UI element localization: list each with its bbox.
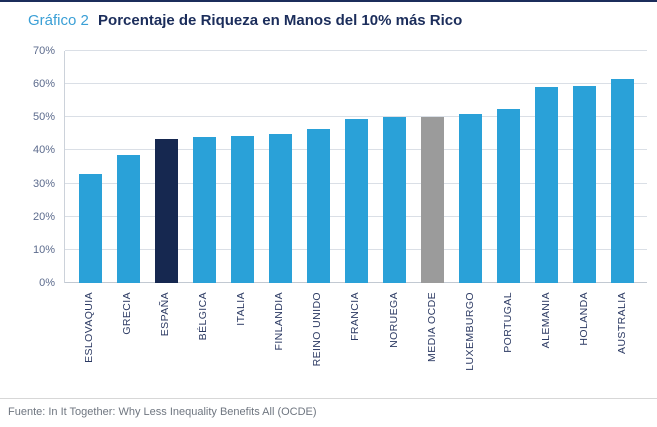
y-tick-label: 30% (32, 177, 55, 190)
x-label-portugal: PORTUGAL (501, 292, 514, 353)
y-tick-label: 10% (32, 243, 55, 256)
x-labels: ESLOVAQUIA GRECIA ESPAÑA BÉLGICA ITALIA FINLA… (64, 283, 647, 383)
x-label-finlandia: FINLANDIA (273, 292, 286, 351)
x-label-slot: FRANCIA (336, 283, 374, 341)
bar-espana (154, 138, 178, 283)
bar-slot (451, 51, 489, 283)
x-label-holanda: HOLANDA (577, 292, 590, 346)
chart-header: Gráfico 2 Porcentaje de Riqueza en Manos… (0, 0, 657, 29)
gridline (65, 83, 647, 85)
source-text: Fuente: In It Together: Why Less Inequal… (8, 406, 317, 418)
x-label-media-ocde: MEDIA OCDE (425, 292, 438, 362)
x-label-espana: ESPAÑA (159, 292, 172, 337)
bars-row (65, 51, 647, 283)
y-tick-label: 70% (32, 45, 55, 57)
x-label-noruega: NORUEGA (387, 292, 400, 348)
bar-slot (603, 51, 641, 283)
bar-slot (489, 51, 527, 283)
bar-slot (337, 51, 375, 283)
gridline (65, 116, 647, 118)
bar-slot (299, 51, 337, 283)
x-label-slot: ITALIA (222, 283, 260, 326)
bar-slot (375, 51, 413, 283)
x-label-slot: ESPAÑA (146, 283, 184, 336)
bar-slot (147, 51, 185, 283)
bar-noruega (382, 117, 406, 283)
bar-reino-unido (306, 128, 330, 283)
bar-francia (344, 118, 368, 283)
x-label-slot: BÉLGICA (184, 283, 222, 340)
x-label-slot: MEDIA OCDE (413, 283, 451, 362)
bar-slot (223, 51, 261, 283)
bar-italia (230, 135, 254, 283)
bar-chart: 0% 10% 20% 30% 40% 50% 60% 70% ESLOVAQUIA GRECIA… (18, 45, 647, 383)
bar-slot (565, 51, 603, 283)
chart-title: Porcentaje de Riqueza en Manos del 10% m… (98, 12, 463, 29)
bar-finlandia (268, 133, 292, 283)
bar-portugal (496, 109, 520, 283)
x-label-reino-unido: REINO UNIDO (311, 292, 324, 367)
bar-luxemburgo (458, 113, 482, 283)
x-label-alemania: ALEMANIA (539, 292, 552, 349)
bar-slot (71, 51, 109, 283)
bar-media-ocde (420, 117, 444, 283)
x-label-slot: ALEMANIA (527, 283, 565, 348)
x-label-eslovaquia: ESLOVAQUIA (83, 292, 96, 363)
y-tick-label: 50% (32, 111, 55, 124)
bar-holanda (572, 85, 596, 283)
gridline (65, 50, 647, 51)
x-label-slot: HOLANDA (565, 283, 603, 346)
top-rule (0, 0, 657, 2)
y-tick-label: 0% (39, 277, 55, 289)
axis-corner (18, 283, 64, 383)
x-label-slot: REINO UNIDO (298, 283, 336, 366)
bar-australia (610, 79, 634, 283)
bar-grecia (116, 155, 140, 283)
bar-alemania (534, 87, 558, 283)
bar-slot (413, 51, 451, 283)
bar-slot (261, 51, 299, 283)
x-label-slot: GRECIA (108, 283, 146, 335)
x-label-australia: AUSTRALIA (615, 292, 628, 354)
plot-area (64, 50, 647, 283)
x-label-italia: ITALIA (235, 292, 248, 326)
chart-number-label: Gráfico 2 (28, 12, 89, 29)
x-label-slot: PORTUGAL (489, 283, 527, 353)
bar-belgica (192, 137, 216, 283)
x-label-slot: ESLOVAQUIA (70, 283, 108, 363)
source-note: Fuente: In It Together: Why Less Inequal… (0, 398, 657, 427)
x-label-francia: FRANCIA (349, 292, 362, 341)
x-label-luxemburgo: LUXEMBURGO (463, 292, 476, 371)
x-label-slot: LUXEMBURGO (451, 283, 489, 371)
bar-slot (109, 51, 147, 283)
x-label-grecia: GRECIA (121, 292, 134, 335)
bar-eslovaquia (78, 173, 102, 283)
x-label-slot: NORUEGA (375, 283, 413, 348)
x-label-belgica: BÉLGICA (197, 292, 210, 341)
x-label-slot: AUSTRALIA (603, 283, 641, 354)
y-axis: 0% 10% 20% 30% 40% 50% 60% 70% (18, 45, 64, 289)
y-tick-label: 40% (32, 144, 55, 157)
y-tick-label: 60% (32, 78, 55, 91)
bar-slot (527, 51, 565, 283)
x-label-slot: FINLANDIA (260, 283, 298, 350)
y-tick-label: 20% (32, 210, 55, 223)
bar-slot (185, 51, 223, 283)
